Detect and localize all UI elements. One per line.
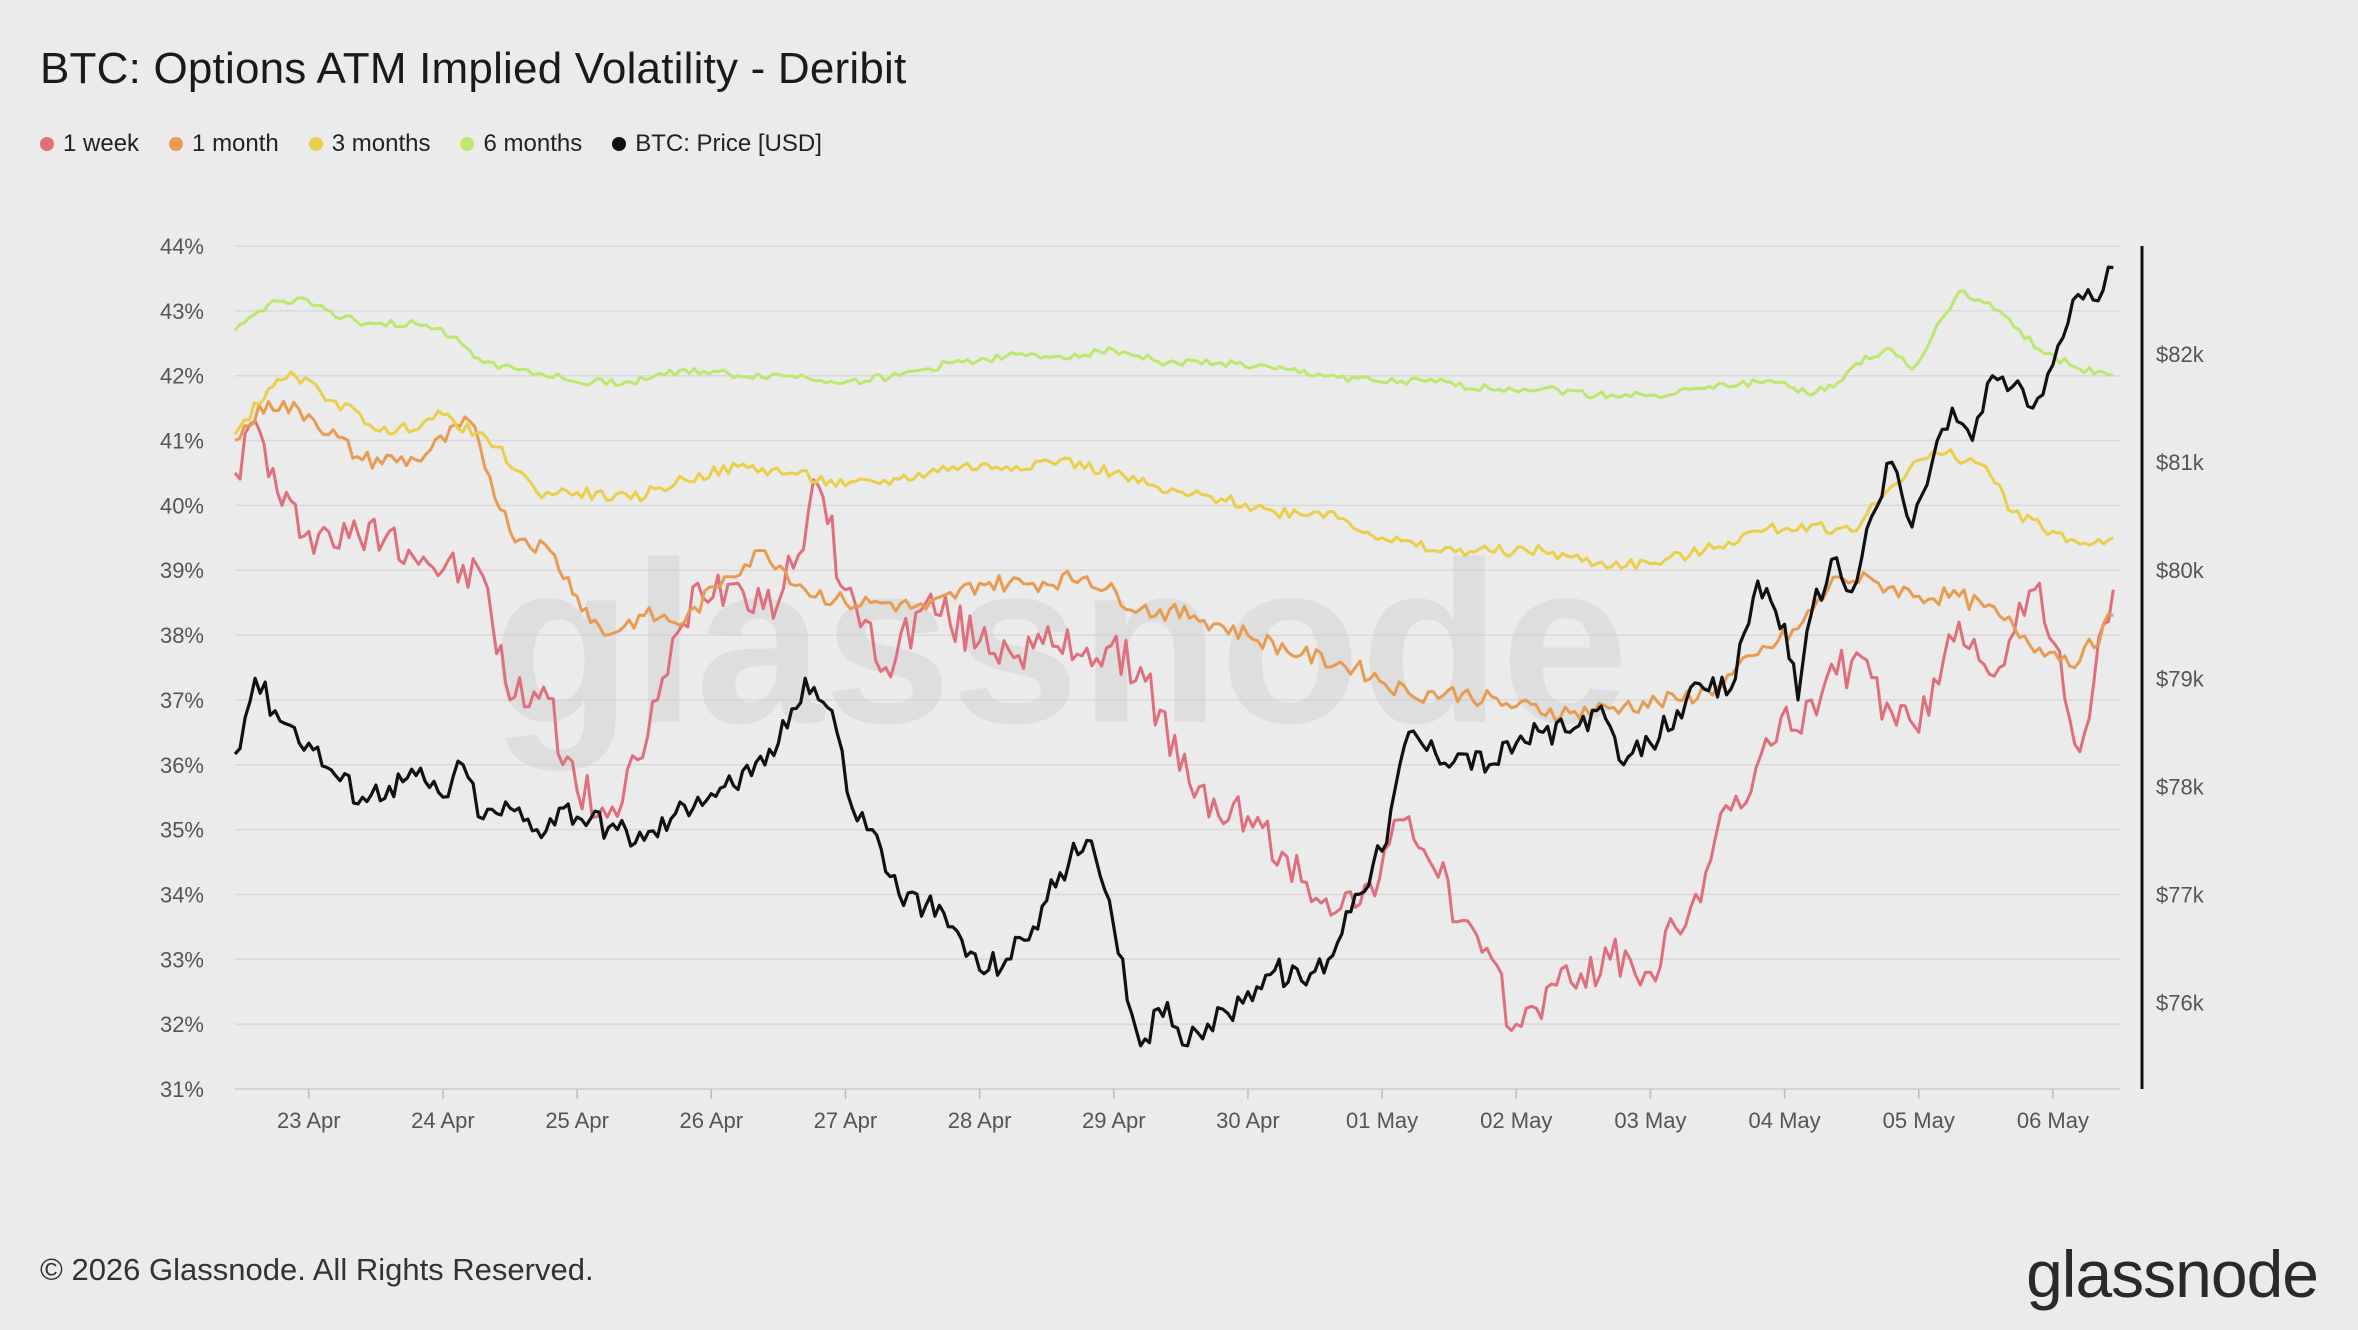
x-tick-label: 23 Apr: [277, 1108, 341, 1133]
y-tick-label-left: 31%: [160, 1077, 204, 1102]
y-tick-label-left: 34%: [160, 882, 204, 907]
legend-swatch: [612, 137, 627, 151]
brand-logo: glassnode: [2026, 1237, 2319, 1311]
y-tick-label-left: 36%: [160, 753, 204, 778]
right-axis: $82k $81k $80k $79k $78k $77k $76k: [2156, 342, 2205, 1015]
legend-label: BTC: Price [USD]: [635, 130, 822, 157]
legend-label: 1 week: [63, 130, 140, 157]
series-line-1-month[interactable]: [234, 399, 2114, 722]
y-tick-label-left: 38%: [160, 623, 204, 648]
x-tick-label: 06 May: [2017, 1108, 2089, 1133]
legend-item-6-months[interactable]: 6 months: [460, 130, 582, 158]
x-tick-label: 30 Apr: [1216, 1108, 1280, 1133]
series-lines: [233, 265, 2115, 1048]
x-tick-label: 28 Apr: [948, 1108, 1012, 1133]
x-axis: 23 Apr 24 Apr 25 Apr 26 Apr 27 Apr 28 Apr 29 A…: [235, 1088, 2120, 1133]
legend-label: 1 month: [192, 130, 279, 157]
y-tick-label-left: 35%: [160, 818, 204, 843]
y-tick-label-left: 37%: [160, 688, 204, 713]
copyright-footer: © 2026 Glassnode. All Rights Reserved.: [40, 1252, 594, 1287]
series-line-btc-price-usd[interactable]: [233, 265, 2114, 1048]
y-tick-label-left: 39%: [160, 558, 204, 583]
left-axis: 44% 43% 42% 41% 40% 39% 38% 37% 36% 35% 34% 33% 32% 3…: [160, 234, 204, 1102]
x-tick-label: 04 May: [1749, 1108, 1821, 1133]
y-tick-label-left: 32%: [160, 1012, 204, 1037]
x-tick-label: 29 Apr: [1082, 1108, 1146, 1133]
x-tick-label: 24 Apr: [411, 1108, 475, 1133]
y-tick-label-left: 42%: [160, 364, 204, 389]
series-line-1-week[interactable]: [233, 419, 2115, 1033]
x-tick-label: 05 May: [1883, 1108, 1955, 1133]
x-tick-label: 26 Apr: [679, 1108, 743, 1133]
y-tick-label-right: $80k: [2156, 558, 2205, 583]
legend-label: 6 months: [483, 130, 583, 157]
legend-swatch: [308, 137, 323, 151]
y-tick-label-right: $78k: [2156, 774, 2205, 799]
y-tick-label-right: $77k: [2156, 882, 2205, 907]
y-tick-label-left: 33%: [160, 947, 204, 972]
y-tick-label-right: $81k: [2156, 450, 2205, 475]
y-tick-label-left: 44%: [160, 234, 204, 259]
x-tick-label: 25 Apr: [545, 1108, 609, 1133]
x-tick-label: 27 Apr: [814, 1108, 878, 1133]
legend-item-1-week[interactable]: 1 week: [40, 130, 139, 158]
chart-legend: 1 week 1 month 3 months 6 months BTC: Pr…: [40, 130, 822, 158]
x-tick-label: 03 May: [1614, 1108, 1686, 1133]
y-tick-label-left: 43%: [160, 299, 204, 324]
legend-swatch: [169, 137, 184, 151]
y-tick-label-left: 41%: [160, 429, 204, 454]
series-line-6-months[interactable]: [233, 289, 2114, 400]
y-tick-label-right: $82k: [2156, 342, 2205, 367]
legend-swatch: [460, 137, 475, 151]
y-tick-label-right: $76k: [2156, 991, 2205, 1016]
legend-swatch: [40, 137, 54, 151]
x-tick-label: 01 May: [1346, 1108, 1418, 1133]
y-tick-label-left: 40%: [160, 493, 204, 518]
series-line-3-months[interactable]: [233, 370, 2114, 571]
y-tick-label-right: $79k: [2156, 666, 2205, 691]
x-tick-label: 02 May: [1480, 1108, 1552, 1133]
legend-item-1-month[interactable]: 1 month: [169, 130, 279, 158]
legend-item-btc-price[interactable]: BTC: Price [USD]: [612, 130, 822, 158]
watermark: glassnode: [491, 514, 1629, 771]
legend-item-3-months[interactable]: 3 months: [308, 130, 431, 158]
legend-label: 3 months: [331, 130, 431, 157]
chart-title: BTC: Options ATM Implied Volatility - De…: [40, 44, 907, 93]
